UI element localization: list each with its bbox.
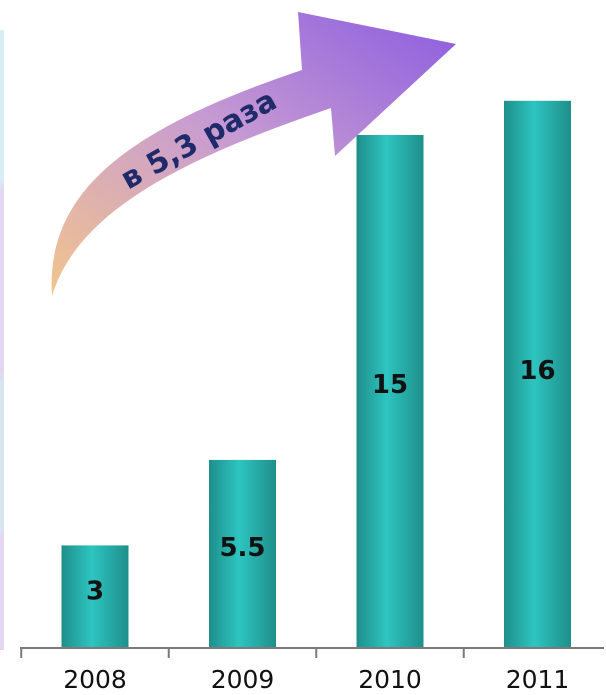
- growth-arrow-shape: [51, 12, 456, 296]
- x-tick-label-2010: 2010: [358, 665, 422, 694]
- bar-2010: [356, 135, 424, 648]
- x-tick-label-2009: 2009: [211, 665, 275, 694]
- growth-annotation: в 5,3 раза: [115, 83, 283, 197]
- x-axis: 2008 2009 2010 2011: [20, 647, 604, 694]
- bar-value-label-2009: 5.5: [219, 533, 265, 563]
- bar-value-label-2008: 3: [86, 576, 104, 606]
- bars-group: 3 5.5 15 16: [61, 100, 571, 649]
- bar-value-label-2011: 16: [519, 356, 555, 386]
- x-tick-label-2008: 2008: [63, 665, 127, 694]
- bar-2008: [61, 545, 129, 648]
- x-tick-label-2011: 2011: [506, 665, 570, 694]
- bar-value-label-2010: 15: [372, 370, 408, 400]
- left-edge-decoration: [0, 30, 4, 650]
- bar-2009: [209, 459, 276, 648]
- bar-2011: [504, 100, 571, 649]
